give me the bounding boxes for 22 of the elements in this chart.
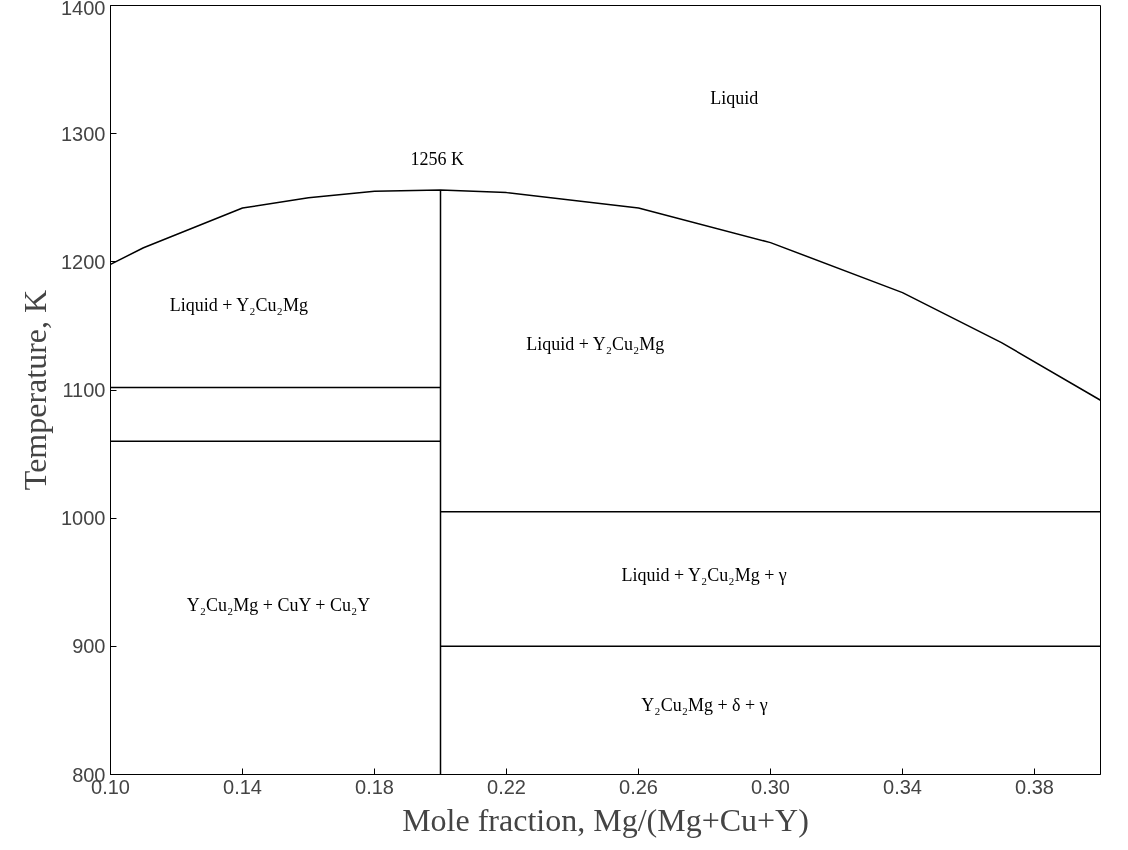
x-tick-label: 0.22: [487, 775, 526, 798]
annotation: Y₂Cu₂Mg + δ + γ: [641, 695, 768, 716]
annotation: 1256 K: [410, 149, 464, 170]
x-axis-title: Mole fraction, Mg/(Mg+Cu+Y): [402, 801, 809, 838]
annotation: Liquid + Y₂Cu₂Mg: [526, 333, 665, 354]
x-tick-label: 0.34: [883, 775, 922, 798]
y-tick-label: 1000: [61, 507, 106, 530]
y-axis-title: Temperature, K: [17, 289, 54, 491]
y-tick-label: 1400: [61, 0, 106, 19]
y-tick-label: 1300: [61, 122, 106, 145]
annotation: Y₂Cu₂Mg + CuY + Cu₂Y: [186, 595, 371, 616]
x-tick-label: 0.18: [355, 775, 394, 798]
annotation: Liquid: [710, 87, 759, 108]
x-tick-label: 0.14: [223, 775, 262, 798]
y-tick-label: 900: [72, 635, 106, 658]
x-tick-label: 0.26: [619, 775, 658, 798]
x-tick-label: 0.30: [751, 775, 790, 798]
y-tick-label: 1100: [62, 379, 106, 401]
y-tick-label: 1200: [61, 250, 106, 273]
x-tick-label: 0.38: [1015, 775, 1054, 798]
annotation: Liquid + Y₂Cu₂Mg: [169, 295, 308, 316]
annotation: Liquid + Y₂Cu₂Mg + γ: [621, 564, 787, 585]
